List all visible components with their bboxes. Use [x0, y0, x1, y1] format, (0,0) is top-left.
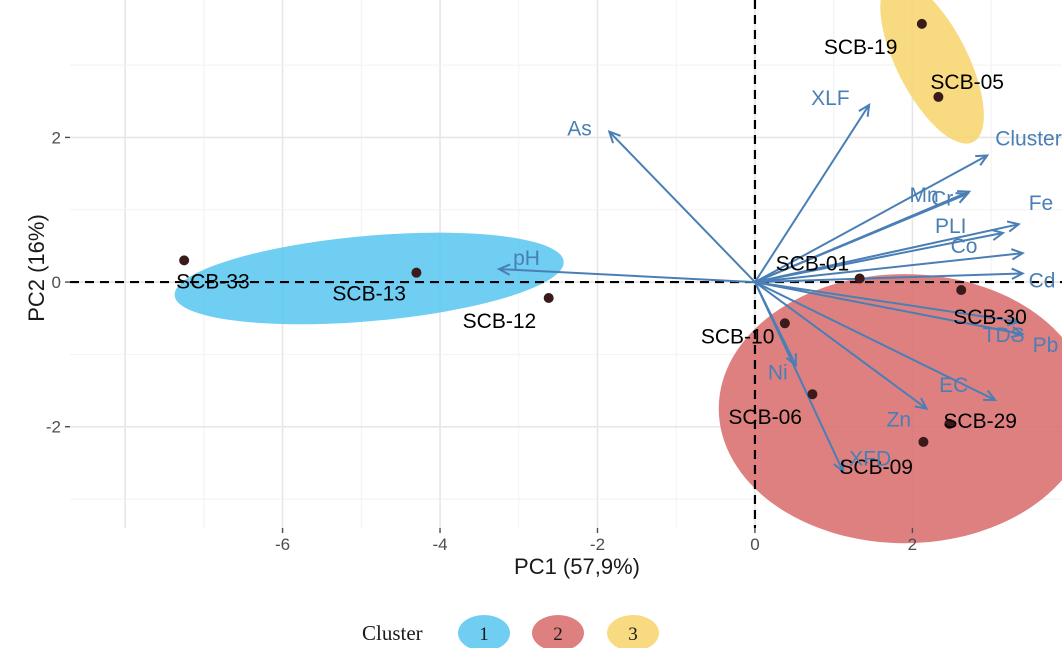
y-axis-title: PC2 (16%)	[24, 214, 49, 322]
variable-label: As	[567, 118, 592, 141]
arrowhead-cd	[1011, 267, 1025, 280]
arrow-zn	[754, 281, 928, 410]
cluster-ellipses	[174, 0, 1062, 544]
legend-key-1	[458, 615, 510, 648]
variable-label: Cd	[1029, 269, 1056, 292]
reference-lines	[70, 0, 1062, 528]
variable-label: pH	[513, 247, 540, 270]
point-scb-13	[411, 267, 422, 278]
point-label: SCB-06	[728, 406, 802, 429]
point-label: SCB-12	[463, 310, 537, 333]
legend-key-3	[607, 615, 659, 648]
legend-title: Cluster	[362, 621, 423, 645]
cluster-1-ellipse	[174, 232, 564, 325]
arrow-ph	[499, 268, 756, 284]
arrowhead-fe	[1006, 220, 1021, 233]
point-label: SCB-13	[332, 283, 406, 306]
y-tick-label: 2	[52, 128, 61, 147]
variable-label: Cr	[931, 188, 953, 211]
axis-ticks: -6 -4 -2 0 2 -2 0 2	[46, 128, 917, 554]
variable-label: PLI	[935, 215, 967, 238]
variable-label: Ni	[768, 361, 788, 384]
variable-label: Fe	[1029, 192, 1054, 215]
legend-label: 1	[479, 624, 489, 645]
arrow-xlf	[754, 104, 870, 283]
variable-label: XFD	[849, 448, 891, 471]
point-label: SCB-01	[776, 252, 850, 275]
variable-label: Cluster	[995, 128, 1062, 151]
point-label: SCB-10	[701, 325, 775, 348]
arrowhead-pb	[1010, 326, 1025, 339]
legend-label: 3	[628, 624, 638, 645]
arrowhead-ni	[785, 353, 797, 368]
variable-label: TDS	[983, 324, 1025, 347]
arrow-ec	[754, 281, 996, 401]
arrow-tds	[754, 281, 1019, 323]
arrow-mn	[754, 192, 968, 284]
arrow-cluster	[754, 154, 988, 283]
arrowhead-co	[1010, 248, 1025, 261]
point-scb-30	[956, 285, 967, 296]
point-label: SCB-19	[824, 36, 898, 59]
observation-points	[179, 18, 967, 447]
point-scb-29	[944, 418, 955, 429]
point-scb-19	[916, 18, 927, 29]
point-label: SCB-33	[176, 270, 250, 293]
point-scb-05	[933, 91, 944, 102]
variable-label: XLF	[811, 87, 850, 110]
arrowhead-xfd	[833, 459, 845, 474]
legend: Cluster 1 2 3	[362, 615, 659, 648]
arrowhead-tds	[1006, 314, 1021, 327]
point-label: SCB-30	[953, 306, 1027, 329]
y-tick-label: -2	[46, 418, 61, 437]
point-scb-09	[918, 436, 929, 447]
arrow-cd	[754, 272, 1023, 284]
cluster-3-ellipse	[880, 0, 984, 144]
variable-label: Pb	[1033, 334, 1059, 357]
point-scb-01	[854, 273, 865, 284]
variable-label: EC	[939, 374, 968, 397]
x-tick-label: 0	[750, 535, 759, 554]
y-tick-label: 0	[52, 273, 61, 292]
x-tick-label: 2	[908, 535, 917, 554]
x-axis-title: PC1 (57,9%)	[514, 554, 640, 579]
x-tick-label: -2	[590, 535, 605, 554]
x-tick-label: -6	[275, 535, 290, 554]
arrowhead-mn	[955, 192, 970, 204]
labels: SCB-33 SCB-13 SCB-12 SCB-01 SCB-30 SCB-10 SCB-…	[176, 36, 1062, 479]
point-scb-06	[807, 389, 818, 400]
arrow-fe	[754, 223, 1019, 284]
arrow-pb	[754, 281, 1023, 336]
arrowhead-as	[607, 129, 621, 144]
point-label: SCB-29	[943, 410, 1017, 433]
cluster-2-ellipse	[718, 274, 1062, 544]
arrowhead-xlf	[858, 102, 871, 117]
variable-label: Mn	[910, 184, 939, 207]
point-scb-10	[779, 318, 790, 329]
point-label: SCB-05	[930, 71, 1004, 94]
point-label: SCB-09	[839, 456, 913, 479]
arrowhead-pli	[991, 228, 1006, 241]
point-scb-12	[543, 292, 554, 303]
arrowhead-ph	[496, 263, 511, 276]
variable-arrows	[496, 102, 1025, 474]
legend-label: 2	[553, 624, 563, 645]
variable-label: Co	[951, 235, 978, 258]
point-scb-33	[179, 255, 190, 266]
arrow-xfd	[754, 281, 845, 473]
arrow-co	[754, 252, 1023, 284]
x-tick-label: -4	[432, 535, 447, 554]
arrow-as	[608, 130, 756, 283]
arrowhead-cluster	[975, 154, 990, 166]
arrowhead-ec	[983, 389, 998, 401]
legend-key-2	[532, 615, 584, 648]
variable-label: Zn	[887, 409, 912, 432]
arrowhead-zn	[914, 397, 929, 411]
